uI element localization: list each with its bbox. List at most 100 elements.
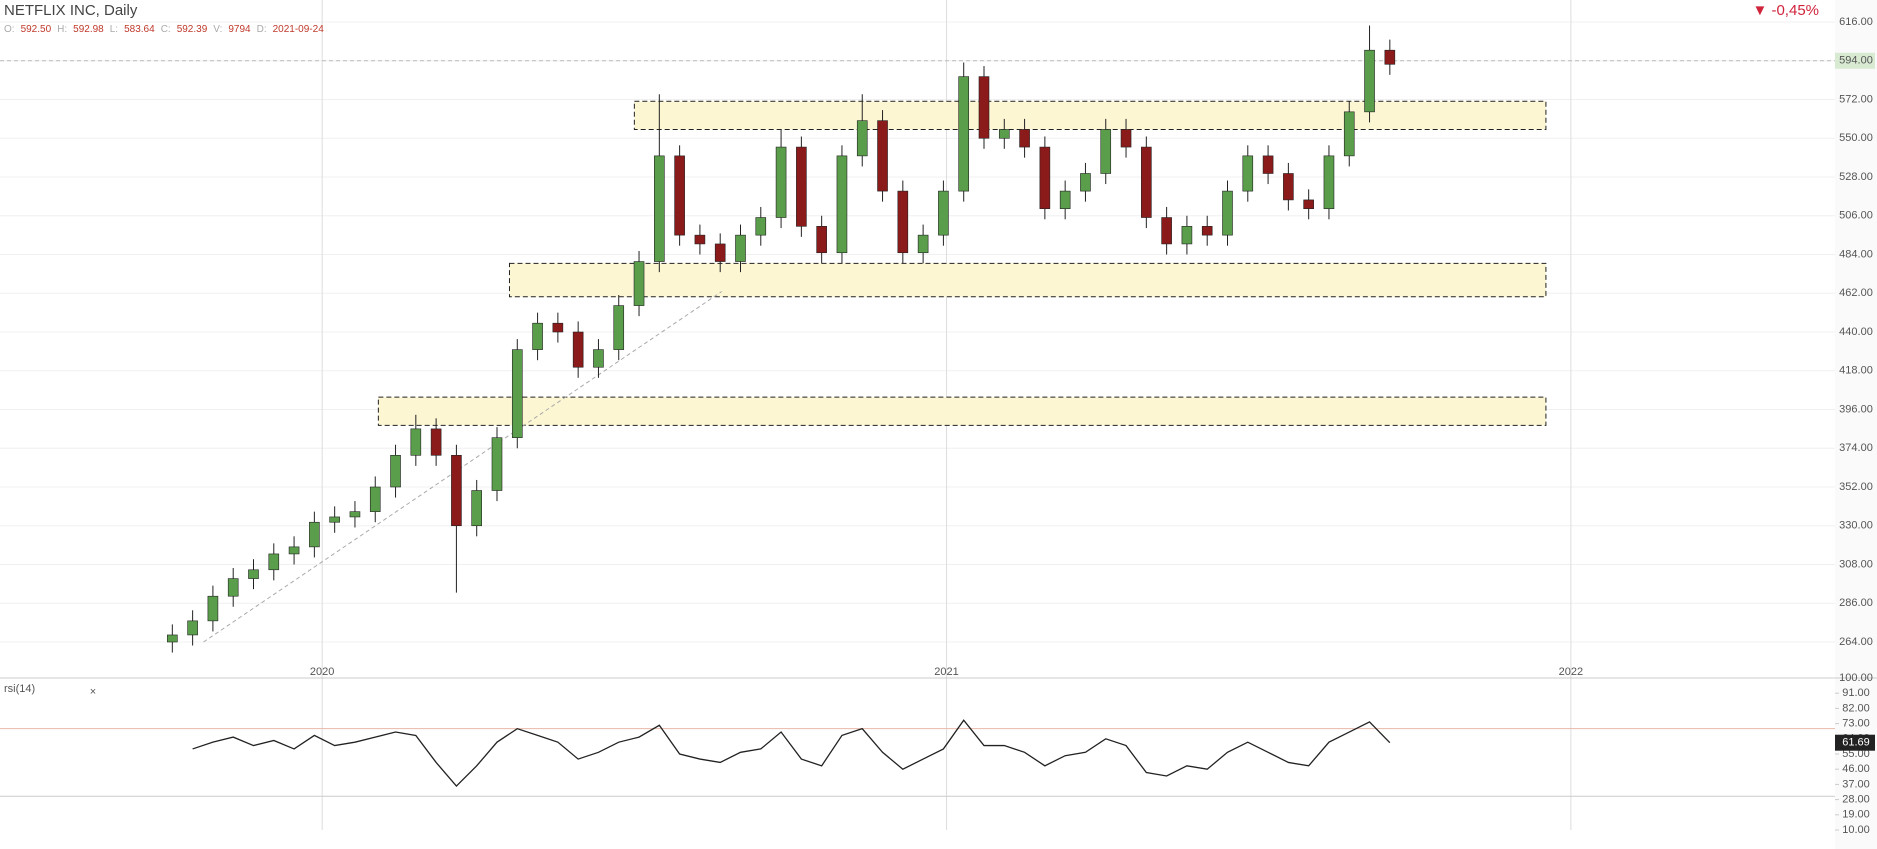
candle-body xyxy=(369,486,381,512)
y-tick-label: 374.00 xyxy=(1839,442,1873,454)
y-tick-label: 396.00 xyxy=(1839,403,1873,415)
candle-body xyxy=(248,569,259,579)
candle-body xyxy=(532,322,543,350)
candle-body xyxy=(816,226,827,254)
x-tick-label: 2021 xyxy=(934,666,958,678)
y-tick-label: 550.00 xyxy=(1839,132,1873,144)
candle-body xyxy=(511,349,523,438)
y-tick-label: 82.00 xyxy=(1842,702,1870,714)
candle-body xyxy=(349,511,361,518)
y-tick-label: 73.00 xyxy=(1842,718,1870,730)
candle-body xyxy=(856,120,868,157)
candle-body xyxy=(1364,49,1375,113)
candle-body xyxy=(836,155,848,254)
zone xyxy=(377,396,1547,426)
candle-body xyxy=(451,454,462,527)
x-tick-label: 2020 xyxy=(310,666,334,678)
ohlc-value: 9794 xyxy=(228,24,251,35)
rsi-value-label: 61.69 xyxy=(1842,737,1870,749)
candle-body xyxy=(917,234,929,254)
y-tick-label: 55.00 xyxy=(1842,748,1870,760)
candle-body xyxy=(714,243,726,262)
candle-body xyxy=(1384,49,1396,65)
symbol-title[interactable]: NETFLIX INC, Daily xyxy=(4,2,138,19)
y-tick-label: 308.00 xyxy=(1839,558,1873,570)
candle-body xyxy=(755,217,767,236)
y-tick-label: 46.00 xyxy=(1842,763,1870,775)
last-price-bg xyxy=(1835,52,1875,69)
y-tick-label: 19.00 xyxy=(1842,809,1870,821)
candle-body xyxy=(1100,129,1112,174)
y-tick-label: 352.00 xyxy=(1839,481,1873,493)
candle-body xyxy=(491,437,503,491)
candle-body xyxy=(877,120,888,192)
candle-body xyxy=(1283,173,1294,201)
y-tick-label: 28.00 xyxy=(1842,794,1870,806)
y-tick-label: 462.00 xyxy=(1839,287,1873,299)
candle-body xyxy=(309,521,320,548)
y-tick-label: 330.00 xyxy=(1839,520,1873,532)
y-tick-label: 418.00 xyxy=(1839,365,1873,377)
candle-body xyxy=(471,490,483,527)
candle-body xyxy=(1161,217,1172,245)
candle-body xyxy=(1201,226,1213,236)
y-tick-label: 100.00 xyxy=(1839,672,1873,684)
candle-body xyxy=(1059,190,1071,210)
ohlc-label: L: xyxy=(109,24,119,35)
candle-body xyxy=(390,454,401,488)
ohlc-value: 592.50 xyxy=(20,24,52,35)
rsi-value-bg xyxy=(1835,734,1875,751)
candle-body xyxy=(329,516,340,523)
ohlc-value: 592.39 xyxy=(176,24,208,35)
ohlc-value: 583.64 xyxy=(124,24,155,35)
candle-body xyxy=(613,305,625,350)
candle-body xyxy=(167,634,178,643)
y-tick-label: 572.00 xyxy=(1839,93,1873,105)
candle-body xyxy=(654,155,665,262)
trendline xyxy=(203,291,723,643)
y-tick-label: 506.00 xyxy=(1839,210,1873,222)
change: ▼ -0,45% xyxy=(1752,2,1819,19)
candle-body xyxy=(572,331,584,368)
candle-body xyxy=(674,155,685,236)
close-panel[interactable]: × xyxy=(90,686,96,698)
candle-body xyxy=(187,620,198,636)
candle-body xyxy=(958,76,970,192)
candle-body xyxy=(978,76,990,139)
candle-body xyxy=(633,261,645,306)
candle-body xyxy=(268,553,280,571)
candle-body xyxy=(1323,155,1335,210)
y-tick-label: 484.00 xyxy=(1839,248,1873,260)
candle-body xyxy=(1181,226,1193,245)
y-tick-label: 286.00 xyxy=(1839,597,1873,609)
ohlc-label: H: xyxy=(57,24,68,35)
candle-body xyxy=(938,190,949,236)
zone xyxy=(633,100,1547,130)
x-tick-label: 2022 xyxy=(1559,666,1583,678)
zone xyxy=(508,262,1547,298)
ohlc-label: D: xyxy=(256,24,267,35)
ohlc-label: V: xyxy=(213,24,223,35)
candle-body xyxy=(430,428,442,456)
candle-body xyxy=(410,428,422,456)
y-tick-label: 440.00 xyxy=(1839,326,1873,338)
candle-body xyxy=(1141,146,1152,218)
candle-body xyxy=(593,349,604,368)
y-tick-label: 91.00 xyxy=(1842,687,1870,699)
candle-body xyxy=(775,146,787,218)
candle-body xyxy=(998,129,1010,139)
header: NETFLIX INC, Daily O: 592.50 H: 592.98 L: 583… xyxy=(4,2,330,36)
candle-body xyxy=(1343,111,1355,157)
candle-body xyxy=(1262,155,1274,174)
ohlc-fields: O: 592.50 H: 592.98 L: 583.64 C: 592.39 V: 9794 D:… xyxy=(4,19,330,36)
candle-body xyxy=(288,546,300,555)
candle-body xyxy=(207,595,219,622)
rsi-line xyxy=(192,719,1391,788)
y-tick-label: 10.00 xyxy=(1842,824,1870,836)
candle-body xyxy=(1222,190,1233,236)
candle-body xyxy=(796,146,807,227)
price-axis-bg xyxy=(1835,0,1877,849)
y-tick-label: 37.00 xyxy=(1842,778,1870,790)
